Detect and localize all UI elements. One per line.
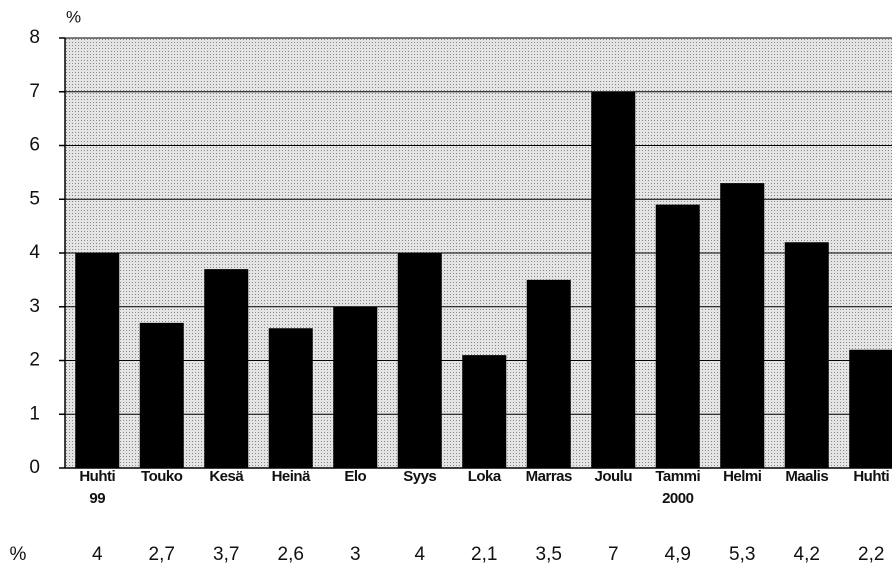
x-tick-label: Joulu	[594, 468, 633, 485]
y-tick-label: 0	[29, 457, 40, 478]
x-tick-label: Helmi	[723, 468, 762, 485]
x-tick-label: Marras	[525, 468, 573, 485]
bar	[720, 183, 765, 468]
bar	[75, 253, 120, 468]
bar	[784, 242, 829, 468]
x-tick-label: Heinä	[271, 468, 311, 485]
value-label: 4,9	[665, 544, 691, 565]
value-label: 7	[608, 544, 619, 565]
y-tick-label: 3	[29, 296, 40, 317]
y-tick-label: 7	[29, 81, 40, 102]
x-tick-label: Loka	[467, 468, 502, 485]
value-label: 4	[414, 544, 425, 565]
x-tick-label: Syys	[403, 468, 437, 485]
value-label: 4	[92, 544, 103, 565]
y-tick-label: 4	[29, 242, 40, 263]
bar	[462, 355, 507, 468]
x-tick-label: Tammi 2000	[655, 468, 701, 507]
value-label: 3,5	[536, 544, 562, 565]
bar	[268, 328, 313, 468]
value-label: 2,7	[149, 544, 175, 565]
bar	[333, 306, 378, 468]
value-label: 5,3	[729, 544, 755, 565]
bar	[204, 269, 249, 468]
y-tick-label: 6	[29, 135, 40, 156]
value-label: 3	[350, 544, 361, 565]
bar	[397, 253, 442, 468]
value-label: 2,2	[858, 544, 884, 565]
value-label: 4,2	[794, 544, 820, 565]
x-tick-label: Maalis	[785, 468, 829, 485]
bar	[139, 322, 184, 468]
x-tick-label: Elo	[344, 468, 367, 485]
y-tick-label: 2	[29, 350, 40, 371]
x-tick-label: Touko	[141, 468, 183, 485]
y-tick-label: 1	[29, 403, 40, 424]
y-tick-label: 5	[29, 188, 40, 209]
x-tick-label: Kesä	[209, 468, 244, 485]
x-tick-label: Huhti 99	[79, 468, 116, 507]
bar	[655, 204, 700, 468]
bar	[526, 279, 571, 468]
value-label: 2,6	[278, 544, 304, 565]
y-tick-label: 8	[29, 27, 40, 48]
value-row-label: %	[10, 544, 27, 565]
bar	[849, 349, 892, 468]
value-label: 3,7	[213, 544, 239, 565]
y-unit: %	[66, 7, 81, 26]
bar	[591, 91, 636, 468]
x-tick-label: Huhti	[853, 468, 890, 485]
value-label: 2,1	[471, 544, 497, 565]
